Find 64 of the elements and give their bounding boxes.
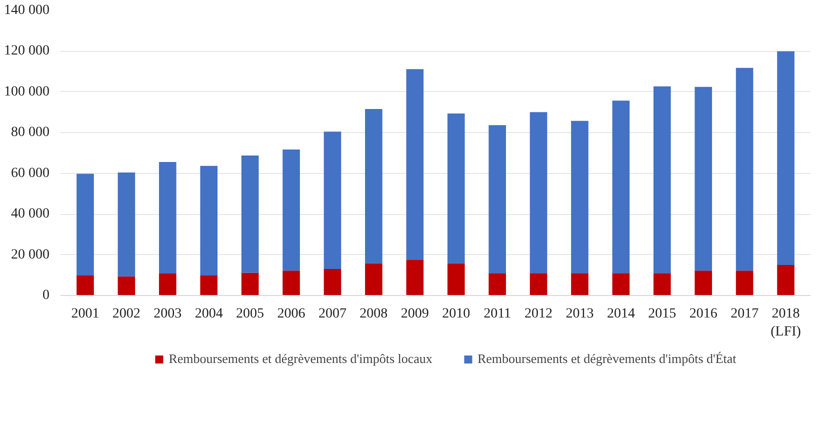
bar <box>200 276 218 296</box>
y-tick-label: 120 000 <box>4 44 50 59</box>
bar <box>158 162 176 274</box>
bar <box>118 276 136 296</box>
bar <box>488 273 506 296</box>
x-tick-label: 2017 <box>730 306 759 322</box>
x-tick-label: 2008 <box>360 306 388 322</box>
y-tick-label: 0 <box>42 288 50 303</box>
bar <box>777 51 794 265</box>
x-tick-label: 2010 <box>442 306 470 322</box>
x-tick-label: 2011 <box>484 306 512 322</box>
y-tick-label: 60 000 <box>11 166 50 181</box>
bar <box>694 270 712 296</box>
x-tick-label: 2009 <box>400 306 429 322</box>
bar <box>76 174 94 276</box>
bar <box>282 150 300 271</box>
bar <box>118 172 136 276</box>
y-tick-label: 20 000 <box>11 247 50 262</box>
y-tick-label: 100 000 <box>4 84 50 100</box>
x-tick-label: 2014 <box>606 306 635 322</box>
x-tick-label: 2007 <box>318 306 346 322</box>
bar <box>571 273 588 296</box>
y-tick-label: 40 000 <box>11 206 50 222</box>
legend-label: Remboursements et dégrèvements d'impôts locaux <box>168 351 432 367</box>
bar <box>694 86 712 271</box>
x-tick-label: 2006 <box>277 306 306 322</box>
bar <box>282 270 300 296</box>
bar <box>612 100 630 274</box>
bar <box>571 120 588 274</box>
legend-label: Remboursements et dégrèvements d'impôts d'État <box>477 351 736 367</box>
y-tick-label: 140 000 <box>4 3 50 18</box>
x-tick-label: 2016 <box>689 306 718 322</box>
bar <box>653 86 671 274</box>
x-tick-label: 2005 <box>236 306 264 322</box>
bar <box>653 273 671 296</box>
bar <box>158 274 176 296</box>
x-tick-label: 2001 <box>71 306 100 322</box>
x-tick-label: 2018 (LFI) <box>770 306 802 340</box>
x-tick-label: 2013 <box>566 306 594 322</box>
bar <box>200 166 218 276</box>
bar <box>241 272 259 296</box>
bar <box>241 155 259 273</box>
bar <box>324 132 342 270</box>
x-tick-label: 2003 <box>154 306 182 322</box>
bar <box>76 276 94 296</box>
bar <box>488 125 506 274</box>
bar <box>447 114 465 264</box>
bar <box>447 263 465 296</box>
bar <box>324 269 342 296</box>
x-tick-label: 2004 <box>194 306 223 322</box>
x-tick-label: 2002 <box>112 306 140 322</box>
bar <box>406 69 424 260</box>
bar <box>612 273 630 296</box>
bar <box>736 68 754 271</box>
bar <box>777 264 794 296</box>
bar <box>530 112 548 274</box>
bar <box>530 273 548 296</box>
bar <box>736 270 754 296</box>
y-tick-label: 80 000 <box>11 125 50 140</box>
x-tick-label: 2012 <box>524 306 553 322</box>
x-tick-label: 2015 <box>648 306 676 322</box>
bar <box>365 263 382 296</box>
bar <box>365 109 382 264</box>
bar <box>406 260 424 296</box>
